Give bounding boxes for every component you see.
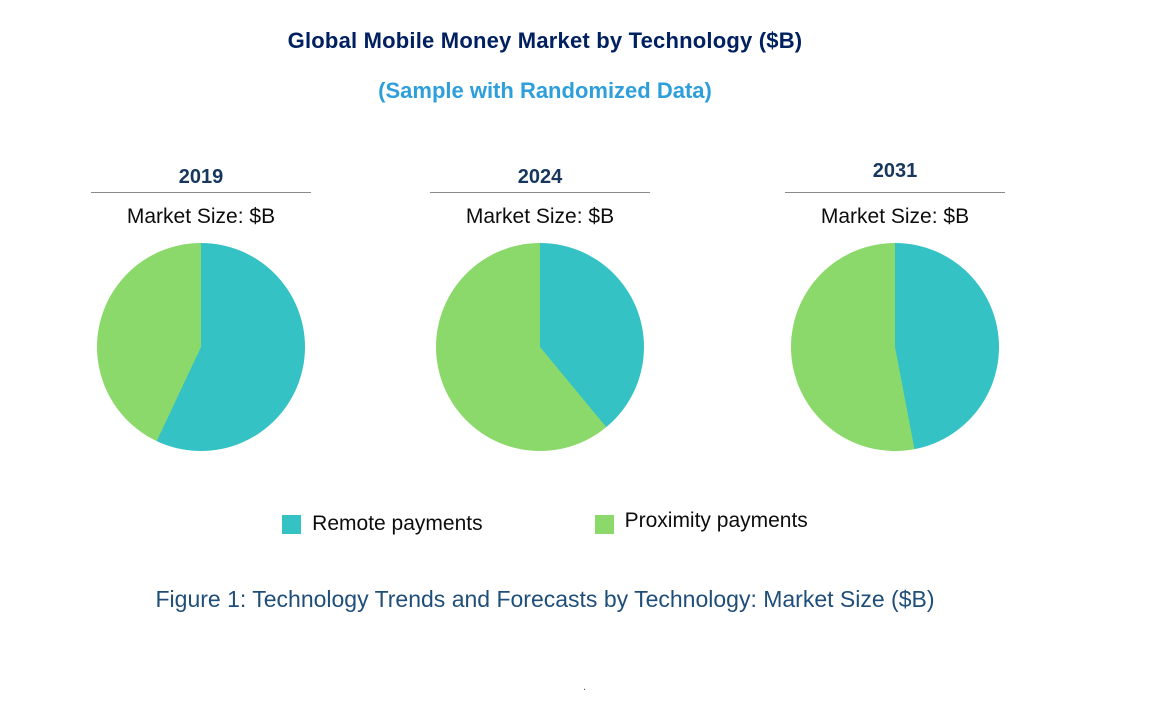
pie-2024 xyxy=(436,243,644,451)
pie-chart-column-2019: 2019 Market Size: $B xyxy=(91,166,311,451)
year-underline xyxy=(785,192,1005,193)
legend-label-remote: Remote payments xyxy=(312,512,483,535)
year-underline xyxy=(91,192,311,193)
footnote-dot: . xyxy=(583,681,587,693)
pie-2019 xyxy=(97,243,305,451)
year-label-2031: 2031 xyxy=(872,160,918,182)
pie-chart-column-2031: 2031 Market Size: $B xyxy=(785,160,1005,451)
legend-swatch-remote-icon xyxy=(282,514,302,534)
legend-item-remote-payments: Remote payments xyxy=(282,512,483,536)
legend-swatch-proximity-icon xyxy=(594,514,614,534)
pie-2031 xyxy=(791,243,999,451)
market-size-label: Market Size: $B xyxy=(820,205,970,228)
year-label-2024: 2024 xyxy=(517,166,563,188)
figure-caption: Figure 1: Technology Trends and Forecast… xyxy=(155,586,935,612)
legend-item-proximity-payments: Proximity payments xyxy=(594,509,808,536)
market-size-label: Market Size: $B xyxy=(465,205,615,228)
year-label-2019: 2019 xyxy=(178,166,224,188)
legend-label-proximity: Proximity payments xyxy=(624,509,808,532)
chart-title: Global Mobile Money Market by Technology… xyxy=(287,28,803,53)
pie-chart-column-2024: 2024 Market Size: $B xyxy=(430,166,650,451)
legend: Remote payments Proximity payments xyxy=(0,509,1090,536)
year-underline xyxy=(430,192,650,193)
chart-subtitle: (Sample with Randomized Data) xyxy=(378,78,712,103)
market-size-label: Market Size: $B xyxy=(126,205,276,228)
